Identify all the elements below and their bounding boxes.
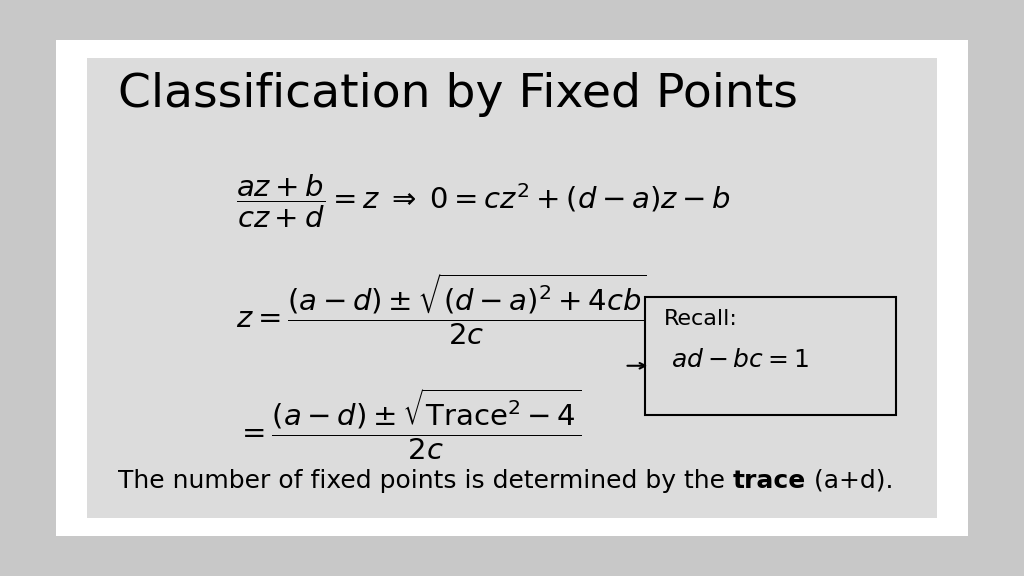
Text: $\dfrac{az + b}{cz + d} = z \;\Rightarrow\; 0 = cz^2 + (d - a)z - b$: $\dfrac{az + b}{cz + d} = z \;\Rightarro… [236,173,730,230]
Text: $= \dfrac{(a - d) \pm \sqrt{\mathrm{Trace}^2 - 4}}{2c}$: $= \dfrac{(a - d) \pm \sqrt{\mathrm{Trac… [236,386,581,462]
Text: The number of fixed points is determined by the: The number of fixed points is determined… [118,469,733,493]
Text: trace: trace [733,469,806,493]
Text: (a+d).: (a+d). [806,469,894,493]
FancyBboxPatch shape [645,297,896,415]
Text: Recall:: Recall: [664,309,737,329]
Text: $z = \dfrac{(a - d) \pm \sqrt{(d - a)^2 + 4cb}}{2c}$: $z = \dfrac{(a - d) \pm \sqrt{(d - a)^2 … [236,271,646,347]
Text: $ad - bc = 1$: $ad - bc = 1$ [671,348,809,373]
Text: Classification by Fixed Points: Classification by Fixed Points [118,72,798,117]
